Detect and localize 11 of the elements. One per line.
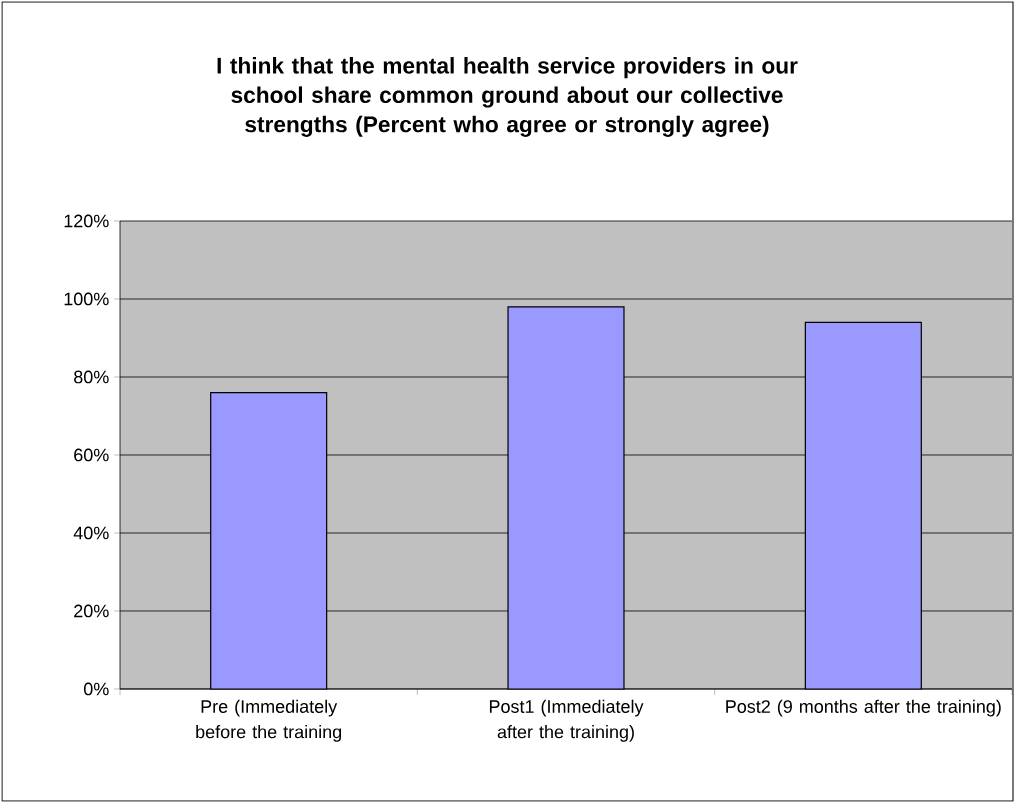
y-tick-label: 100% <box>64 292 109 306</box>
chart-title: I think that the mental health service providers in our school share common ground about our collective strengths (Percent who agree or strongly agree) <box>217 57 798 137</box>
x-tick-label: Post2 (9 months after the training) <box>726 699 1001 717</box>
y-tick-label: 0% <box>83 682 109 696</box>
y-tick-label: 20% <box>74 604 109 618</box>
y-tick-label: 60% <box>74 448 109 462</box>
y-tick-label: 80% <box>74 370 109 384</box>
y-tick-label: 40% <box>73 526 109 540</box>
x-tick-label: Post1 (Immediately after the training) <box>489 699 644 742</box>
x-tick-label: Pre (Immediately before the training <box>196 699 342 742</box>
y-tick-label: 120% <box>64 214 109 228</box>
